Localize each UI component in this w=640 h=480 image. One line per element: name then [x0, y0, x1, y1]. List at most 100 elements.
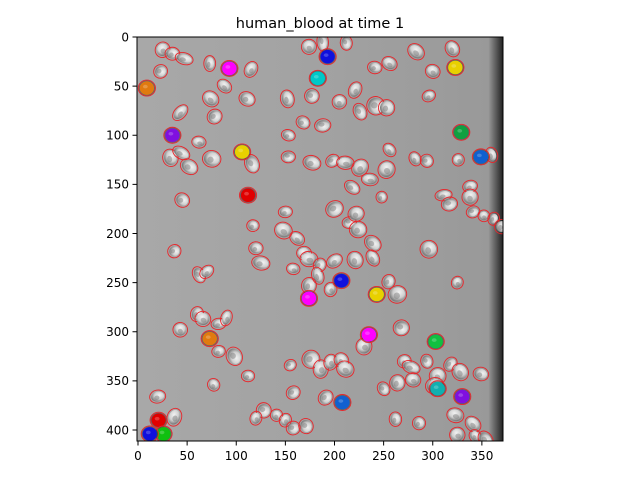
outlined-cell	[314, 118, 332, 133]
outlined-cell	[461, 188, 479, 206]
tracked-cell	[220, 59, 239, 77]
outlined-cell	[472, 366, 490, 382]
tracked-cell	[238, 186, 258, 204]
outlined-cell	[202, 90, 220, 108]
outlined-cell	[389, 374, 406, 392]
outlined-cell	[411, 415, 427, 431]
outlined-cell	[325, 200, 344, 218]
tracked-cell	[367, 285, 386, 303]
y-tick-label: 300	[106, 325, 129, 339]
outlined-cell	[401, 360, 421, 375]
outlined-cell	[172, 145, 191, 161]
outlined-cell	[377, 99, 396, 117]
outlined-cell	[300, 38, 317, 55]
x-tick-label: 350	[470, 449, 493, 463]
outlined-cell	[367, 60, 383, 75]
tracked-cell	[471, 148, 490, 166]
x-tick-label: 300	[421, 449, 444, 463]
outlined-cell	[347, 81, 363, 99]
tracked-cell	[426, 333, 445, 351]
y-tick-label: 50	[114, 79, 129, 93]
outlined-cell	[206, 108, 223, 125]
outlined-cell	[351, 158, 369, 177]
outlined-cell	[249, 410, 263, 426]
outlined-cell	[477, 430, 494, 441]
outlined-cell	[382, 142, 397, 158]
outlined-cell	[451, 362, 469, 382]
y-tick-label: 0	[121, 30, 129, 44]
outlined-cell	[352, 102, 368, 121]
outlined-cell	[238, 91, 256, 107]
outlined-cell	[419, 153, 434, 168]
outlined-cell	[468, 429, 482, 441]
outlined-cell	[278, 412, 292, 428]
outlined-cell	[210, 317, 227, 330]
microscopy-image	[137, 37, 503, 441]
tracked-cell	[452, 123, 471, 141]
x-tick-label: 50	[179, 449, 194, 463]
y-tick-label: 100	[106, 129, 129, 143]
outlined-cell	[421, 89, 436, 103]
outlined-cell	[344, 179, 361, 195]
outlined-cell	[207, 377, 221, 392]
outlined-cell	[295, 115, 311, 130]
outlined-cell	[363, 234, 382, 252]
tracked-cell	[163, 126, 182, 144]
tracked-cell	[446, 59, 465, 76]
outlined-cell	[203, 55, 217, 72]
outlined-cell	[376, 381, 391, 397]
outlined-cell	[387, 285, 408, 304]
outlined-cell	[323, 281, 338, 298]
outlined-cell	[225, 346, 243, 366]
tracked-cell	[137, 79, 156, 97]
outlined-cell	[299, 250, 319, 268]
outlined-cell	[191, 135, 207, 149]
outlined-cell	[408, 151, 422, 167]
outlined-cell	[149, 389, 167, 404]
outlined-cell	[251, 255, 271, 271]
outlined-cell	[277, 205, 293, 219]
outlined-cell	[153, 64, 168, 79]
outlined-cell	[404, 372, 422, 388]
outlined-cell	[179, 158, 199, 176]
outlined-cell	[304, 88, 320, 104]
tracked-cell	[140, 425, 159, 441]
outlined-cell	[325, 153, 340, 168]
outlined-cell	[407, 43, 425, 61]
outlined-cell	[301, 276, 317, 295]
x-tick-label: 200	[323, 449, 346, 463]
image-background	[137, 37, 503, 441]
outlined-cell	[365, 249, 381, 267]
outlined-cell	[240, 369, 256, 383]
tracked-cell	[318, 48, 337, 66]
y-tick-label: 200	[106, 227, 129, 241]
outlined-cell	[462, 179, 478, 193]
outlined-cell	[323, 353, 338, 371]
outlined-cell	[243, 154, 260, 174]
outlined-cell	[375, 190, 388, 204]
outlined-cell	[220, 309, 233, 327]
outlined-cell	[493, 219, 503, 235]
outlined-cell	[311, 266, 325, 285]
outlined-cell	[194, 310, 212, 328]
outlined-cell	[465, 205, 481, 219]
outlined-cell	[388, 411, 403, 427]
y-tick-label: 400	[106, 423, 129, 437]
outlined-cell	[248, 241, 264, 256]
outlined-cells-layer	[149, 37, 503, 441]
tracked-cell	[308, 69, 327, 87]
outlined-cell	[420, 353, 434, 369]
outlined-cell	[366, 96, 386, 116]
x-axis: 0 50 100 150 200 250 300 350	[134, 441, 493, 463]
outlined-cell	[280, 129, 296, 142]
outlined-cell	[283, 358, 297, 372]
outlined-cell	[279, 89, 295, 109]
tracked-cell	[233, 143, 252, 161]
outlined-cell	[381, 273, 396, 290]
x-tick-label: 0	[134, 449, 142, 463]
tracked-cell	[149, 411, 168, 429]
outlined-cell	[339, 37, 353, 51]
outlined-cell	[355, 337, 373, 356]
outlined-cell	[298, 418, 314, 435]
